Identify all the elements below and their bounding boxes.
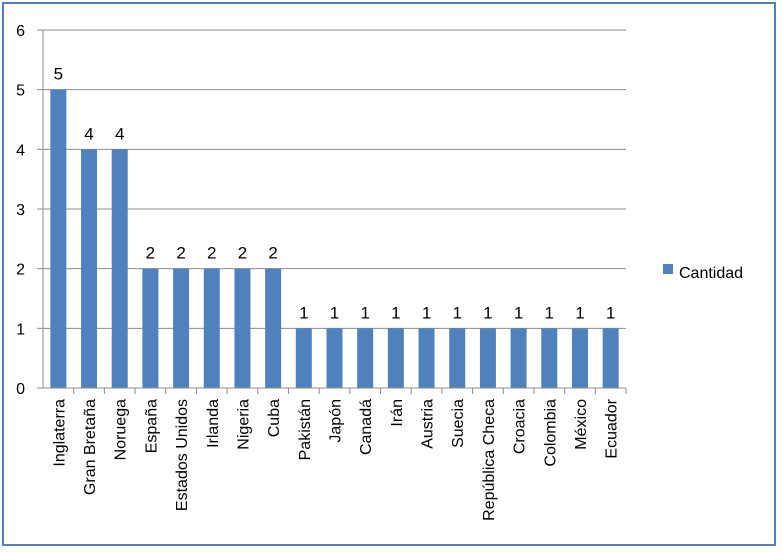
bar <box>449 328 466 388</box>
chart-frame <box>2 2 776 546</box>
bar <box>50 89 67 389</box>
bar <box>142 268 159 388</box>
bar <box>265 268 282 388</box>
bars <box>50 89 619 389</box>
x-tick-label: España <box>143 399 160 453</box>
data-label: 5 <box>54 65 63 84</box>
bar <box>81 149 98 388</box>
x-axis: Inglaterra Gran Bretaña Noruega España Estad… <box>43 387 627 521</box>
data-label: 1 <box>330 303 339 322</box>
data-label: 2 <box>146 244 155 263</box>
data-label: 1 <box>360 303 369 322</box>
y-axis: 0 1 2 3 4 5 6 <box>16 23 44 398</box>
bar <box>602 328 619 388</box>
data-label: 1 <box>575 303 584 322</box>
data-label: 4 <box>84 124 93 143</box>
data-label: 1 <box>422 303 431 322</box>
data-label: 2 <box>238 244 247 263</box>
data-label: 1 <box>453 303 462 322</box>
x-tick-label: República Checa <box>481 399 498 521</box>
data-label: 4 <box>115 124 124 143</box>
bar <box>357 328 374 388</box>
x-tick-label: Suecia <box>450 399 467 448</box>
data-label: 2 <box>176 244 185 263</box>
data-label: 2 <box>268 244 277 263</box>
bar <box>571 328 588 388</box>
y-tick-label: 3 <box>16 202 25 219</box>
data-label: 1 <box>391 303 400 322</box>
data-label: 1 <box>514 303 523 322</box>
bar <box>387 328 404 388</box>
x-tick-label: Gran Bretaña <box>82 399 99 495</box>
y-tick-label: 2 <box>16 262 25 279</box>
bar <box>173 268 190 388</box>
data-label: 1 <box>483 303 492 322</box>
bar <box>541 328 558 388</box>
y-tick-label: 4 <box>16 142 25 159</box>
x-tick-label: México <box>573 399 590 450</box>
x-tick-label: Inglaterra <box>51 399 68 467</box>
legend-swatch <box>663 264 673 274</box>
x-tick-label: Colombia <box>542 399 559 467</box>
data-label: 2 <box>207 244 216 263</box>
data-label: 1 <box>545 303 554 322</box>
x-tick-label: Canadá <box>358 399 375 455</box>
gridlines <box>43 29 626 329</box>
x-tick-label: Ecuador <box>604 398 621 458</box>
data-label: 1 <box>606 303 615 322</box>
y-tick-label: 0 <box>16 381 25 398</box>
bar <box>234 268 251 388</box>
x-tick-label: Nigeria <box>235 399 252 450</box>
bar <box>479 328 496 388</box>
x-tick-label: Croacia <box>512 399 529 454</box>
data-label: 1 <box>299 303 308 322</box>
x-tick-label: Austria <box>420 399 437 449</box>
bar <box>418 328 435 388</box>
x-tick-label: Estados Unidos <box>174 399 191 511</box>
x-tick-label: Irán <box>389 399 406 427</box>
bar <box>203 268 220 388</box>
x-tick-label: Cuba <box>266 399 283 437</box>
x-tick-label: Irlanda <box>205 399 222 448</box>
x-tick-label: Japón <box>328 399 345 443</box>
y-tick-label: 6 <box>16 23 25 40</box>
y-tick-label: 1 <box>16 321 25 338</box>
legend-label: Cantidad <box>679 265 743 282</box>
bar <box>295 328 312 388</box>
x-tick-label: Pakistán <box>297 399 314 460</box>
x-tick-label: Noruega <box>113 399 130 460</box>
bar <box>510 328 527 388</box>
y-tick-label: 5 <box>16 83 25 100</box>
bar <box>326 328 343 388</box>
data-labels: 5 4 4 2 2 2 2 2 1 1 1 1 1 1 1 1 1 1 1 <box>54 65 616 323</box>
bar <box>111 149 128 388</box>
legend: Cantidad <box>663 264 743 282</box>
